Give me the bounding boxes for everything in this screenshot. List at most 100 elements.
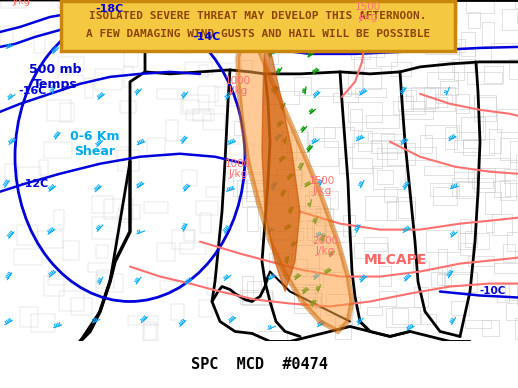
Bar <box>197 86 218 102</box>
Bar <box>425 125 459 138</box>
Bar <box>186 110 211 120</box>
Bar <box>478 158 510 168</box>
Bar <box>124 46 138 67</box>
Bar <box>335 317 351 339</box>
Bar <box>196 201 218 215</box>
Bar <box>436 94 452 103</box>
Bar <box>204 114 225 130</box>
Bar <box>351 40 370 59</box>
Bar <box>261 23 271 46</box>
Bar <box>180 242 206 254</box>
Bar <box>445 127 457 149</box>
Bar <box>296 259 307 276</box>
Bar <box>387 201 415 220</box>
Bar <box>486 220 494 232</box>
Bar <box>326 231 349 242</box>
Bar <box>467 72 502 84</box>
Bar <box>198 38 215 50</box>
Text: 500 mb
Temps: 500 mb Temps <box>29 63 81 91</box>
Bar <box>468 168 495 182</box>
Bar <box>474 170 495 192</box>
Bar <box>277 15 298 23</box>
Bar <box>482 22 494 46</box>
Bar <box>392 62 411 76</box>
Bar <box>120 205 140 219</box>
Bar <box>422 314 436 324</box>
Bar <box>503 244 515 262</box>
Bar <box>379 266 391 286</box>
Bar <box>492 214 512 235</box>
Bar <box>516 294 518 305</box>
Bar <box>96 244 108 258</box>
Bar <box>227 11 239 25</box>
Bar <box>47 100 71 121</box>
Bar <box>166 120 178 141</box>
Bar <box>309 191 338 209</box>
Bar <box>14 249 42 265</box>
Bar <box>426 0 438 4</box>
Bar <box>426 43 458 54</box>
Bar <box>495 181 510 197</box>
Bar <box>362 33 384 57</box>
Bar <box>497 284 509 303</box>
Bar <box>5 165 19 181</box>
Text: 1500: 1500 <box>309 176 335 186</box>
Bar <box>354 57 364 71</box>
Bar <box>54 210 64 229</box>
Bar <box>403 24 414 36</box>
Bar <box>269 253 291 275</box>
Bar <box>413 261 429 271</box>
Bar <box>454 62 464 80</box>
Bar <box>484 66 503 83</box>
Bar <box>140 21 151 41</box>
Bar <box>44 276 64 296</box>
Text: -10C: -10C <box>480 286 507 296</box>
Bar <box>294 290 321 308</box>
Bar <box>242 172 266 184</box>
Bar <box>305 195 329 212</box>
Bar <box>500 180 516 200</box>
Bar <box>461 32 476 56</box>
Bar <box>384 0 397 2</box>
Bar <box>60 103 74 122</box>
Bar <box>424 166 454 175</box>
Bar <box>454 172 476 181</box>
Bar <box>281 132 308 152</box>
Bar <box>442 40 465 52</box>
Bar <box>482 320 499 336</box>
Bar <box>181 100 199 114</box>
Bar <box>516 155 518 177</box>
Bar <box>367 115 399 128</box>
Bar <box>407 22 419 33</box>
Bar <box>48 271 66 285</box>
Bar <box>320 305 352 325</box>
Bar <box>278 19 292 43</box>
Bar <box>438 249 448 273</box>
Bar <box>497 109 518 132</box>
Bar <box>58 75 83 83</box>
Bar <box>20 307 38 327</box>
Bar <box>31 314 55 332</box>
Bar <box>426 97 448 107</box>
Bar <box>297 4 328 17</box>
Bar <box>426 230 460 252</box>
Bar <box>372 166 406 189</box>
Text: J/kg: J/kg <box>228 86 248 96</box>
Bar <box>84 78 93 98</box>
Text: J/kg: J/kg <box>228 169 248 179</box>
Bar <box>387 0 413 2</box>
Bar <box>247 206 257 231</box>
Text: -12C: -12C <box>20 179 48 189</box>
Text: ISOLATED SEVERE THREAT MAY DEVELOP THIS AFTERNOON.: ISOLATED SEVERE THREAT MAY DEVELOP THIS … <box>89 11 427 21</box>
Bar <box>363 68 381 88</box>
Bar <box>461 117 485 140</box>
Bar <box>34 32 45 54</box>
Bar <box>237 180 247 198</box>
Bar <box>291 130 307 152</box>
Text: 1000: 1000 <box>225 76 251 86</box>
Bar <box>354 243 387 258</box>
Bar <box>313 127 335 138</box>
Bar <box>184 230 195 241</box>
Bar <box>405 147 436 160</box>
Bar <box>489 129 501 153</box>
